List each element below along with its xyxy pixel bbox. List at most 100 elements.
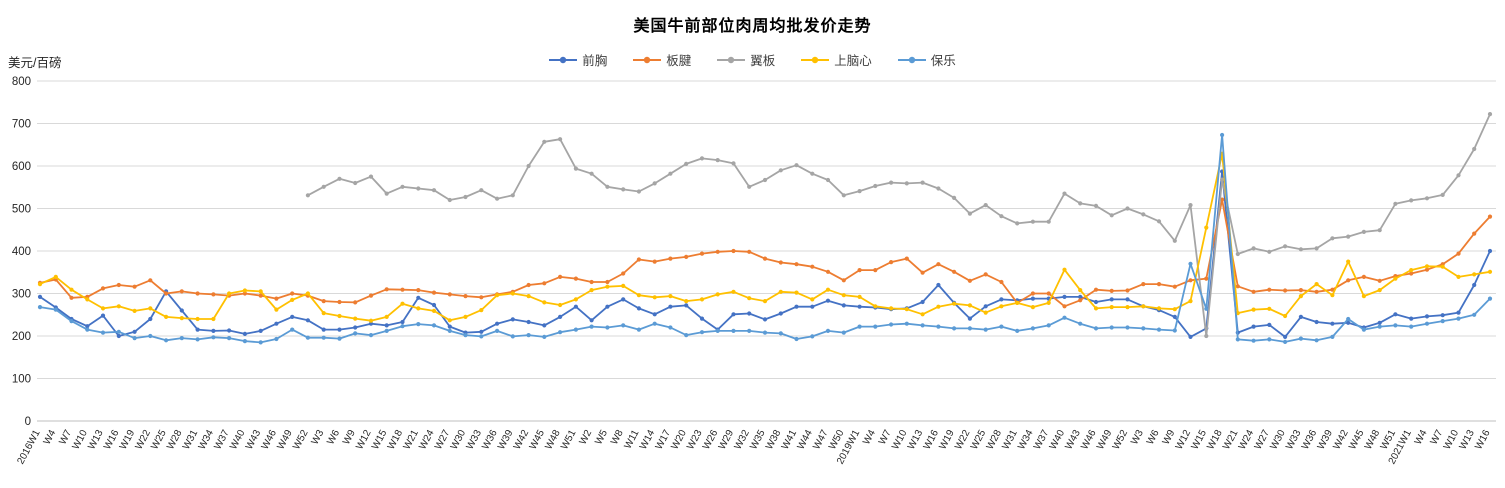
series-point-翼板 — [463, 194, 468, 200]
series-point-保乐 — [1393, 323, 1398, 328]
series-point-保乐 — [1125, 325, 1130, 330]
series-point-翼板 — [321, 184, 326, 189]
series-point-板腱 — [1346, 278, 1351, 283]
x-tick-label: W4 — [861, 428, 878, 447]
series-point-保乐 — [1015, 328, 1020, 333]
x-tick-label: W31 — [181, 428, 201, 452]
series-point-翼板 — [542, 139, 547, 144]
series-point-上脑心 — [999, 304, 1004, 309]
series-point-前胸 — [510, 317, 515, 322]
series-point-板腱 — [747, 249, 752, 254]
series-point-上脑心 — [148, 306, 153, 311]
series-point-前胸 — [1456, 310, 1461, 315]
series-point-上脑心 — [1314, 282, 1319, 287]
y-tick-label-400: 400 — [12, 246, 31, 258]
series-point-保乐 — [1141, 326, 1146, 331]
series-point-翼板 — [510, 193, 515, 198]
series-point-板腱 — [889, 260, 894, 265]
series-point-板腱 — [1456, 251, 1461, 256]
x-tick-label: W10 — [71, 428, 91, 452]
x-tick-label: W10 — [890, 428, 910, 452]
series-point-板腱 — [1361, 274, 1366, 279]
series-line-翼板 — [307, 113, 1491, 337]
series-point-翼板 — [1109, 213, 1114, 218]
series-point-上脑心 — [337, 313, 342, 319]
series-point-板腱 — [573, 276, 579, 281]
series-point-翼板 — [1346, 234, 1351, 239]
series-point-翼板 — [589, 171, 594, 176]
series-point-板腱 — [1062, 304, 1067, 309]
series-point-翼板 — [841, 193, 846, 198]
y-tick-label-600: 600 — [12, 161, 31, 173]
series-point-前胸 — [668, 304, 673, 309]
series-point-前胸 — [1283, 334, 1288, 339]
x-tick-label: W16 — [1473, 428, 1493, 452]
legend-label-保乐: 保乐 — [930, 54, 956, 68]
x-tick-label: W19 — [118, 428, 138, 452]
series-point-保乐 — [1330, 334, 1335, 339]
series-point-上脑心 — [1283, 313, 1288, 319]
series-point-上脑心 — [1109, 305, 1114, 310]
series-point-上脑心 — [258, 289, 263, 294]
series-point-板腱 — [810, 264, 815, 269]
x-tick-label: W12 — [354, 428, 374, 452]
series-point-板腱 — [589, 279, 594, 285]
series-point-翼板 — [1424, 196, 1430, 201]
series-point-板腱 — [967, 278, 973, 283]
x-tick-label: W43 — [244, 428, 264, 452]
series-point-前胸 — [1267, 322, 1272, 327]
series-point-保乐 — [1093, 326, 1099, 331]
series-point-上脑心 — [1377, 288, 1382, 293]
series-point-保乐 — [195, 337, 200, 342]
series-point-翼板 — [353, 180, 358, 186]
series-point-保乐 — [164, 338, 169, 343]
series-point-前胸 — [999, 297, 1004, 302]
x-tick-label: W49 — [1095, 428, 1115, 452]
series-line-板腱 — [39, 198, 1491, 308]
x-tick-label: W43 — [1064, 428, 1084, 452]
series-point-前胸 — [1062, 294, 1067, 299]
series-point-前胸 — [526, 319, 531, 325]
series-point-保乐 — [747, 328, 752, 333]
series-point-前胸 — [778, 311, 783, 316]
series-point-板腱 — [605, 279, 610, 285]
x-tick-label: W42 — [1331, 428, 1351, 452]
x-tick-label: W18 — [1205, 428, 1225, 452]
series-point-保乐 — [132, 336, 137, 341]
series-point-前胸 — [1440, 313, 1445, 318]
series-point-板腱 — [699, 251, 705, 256]
legend-item-前胸: 前胸 — [549, 50, 607, 69]
series-point-上脑心 — [368, 318, 374, 323]
series-point-板腱 — [1109, 288, 1114, 293]
series-point-前胸 — [85, 324, 90, 329]
series-point-板腱 — [384, 287, 389, 292]
series-point-翼板 — [715, 158, 720, 163]
series-point-保乐 — [510, 334, 515, 339]
series-point-翼板 — [652, 181, 657, 186]
series-point-前胸 — [321, 327, 326, 332]
series-point-保乐 — [305, 335, 310, 340]
series-point-保乐 — [810, 334, 815, 339]
series-point-板腱 — [857, 268, 862, 273]
series-point-前胸 — [652, 312, 657, 317]
series-point-保乐 — [857, 324, 862, 329]
series-point-保乐 — [463, 333, 468, 338]
legend-item-保乐: 保乐 — [897, 50, 956, 69]
series-point-翼板 — [857, 189, 862, 194]
series-point-前胸 — [195, 327, 200, 332]
series-point-保乐 — [889, 322, 894, 327]
series-point-上脑心 — [1251, 307, 1256, 312]
series-point-翼板 — [967, 211, 973, 216]
series-point-板腱 — [841, 278, 846, 283]
series-point-保乐 — [731, 328, 736, 333]
x-tick-label: W45 — [1347, 428, 1367, 452]
series-point-保乐 — [967, 326, 973, 331]
series-point-保乐 — [479, 334, 484, 339]
legend-marker-翼板 — [717, 56, 746, 63]
series-point-保乐 — [1220, 132, 1225, 138]
series-point-保乐 — [952, 326, 957, 331]
series-point-上脑心 — [1330, 293, 1335, 298]
series-point-上脑心 — [195, 316, 200, 322]
series-point-保乐 — [85, 327, 90, 332]
series-point-板腱 — [1267, 287, 1272, 292]
